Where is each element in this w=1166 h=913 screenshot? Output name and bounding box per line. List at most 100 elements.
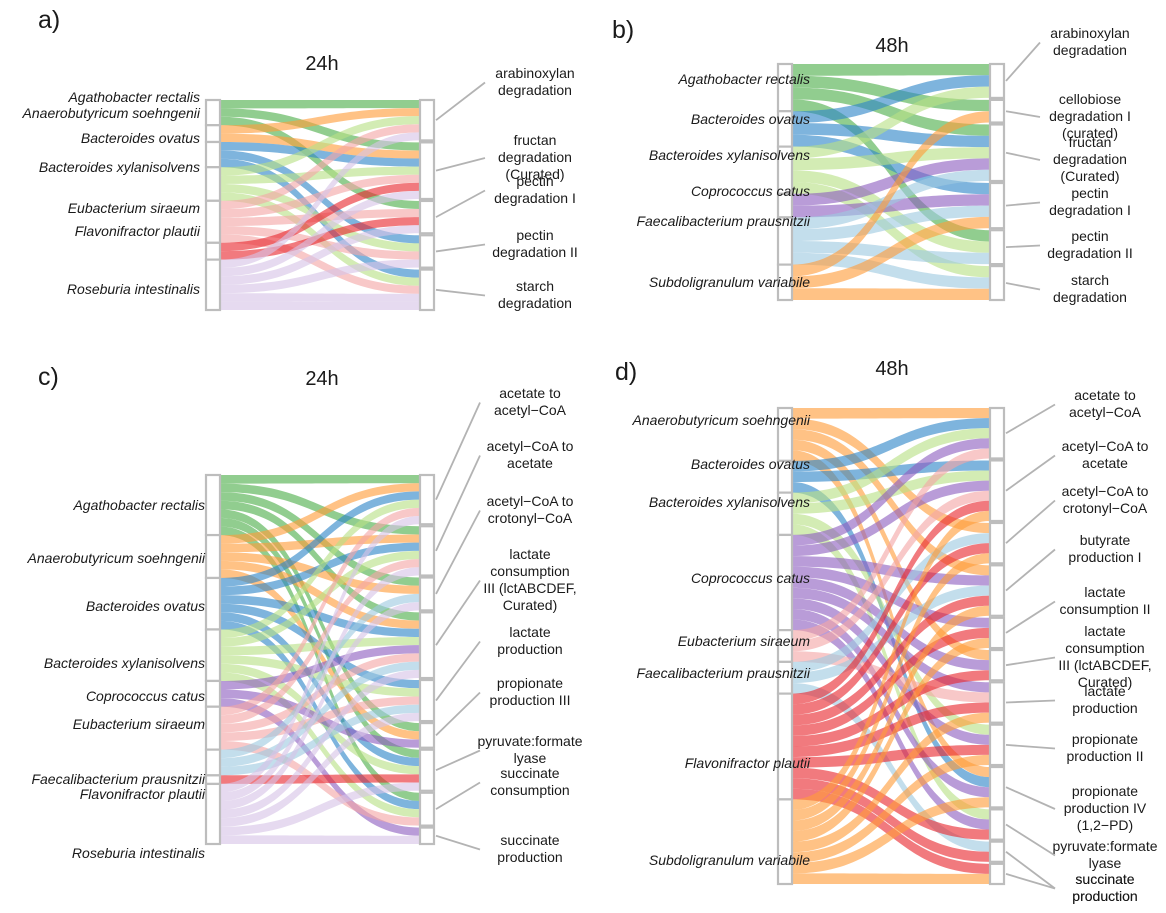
organism-node (204, 774, 222, 786)
panel-d: d) 48h Anaerobutyricum soehngenii Bacteroid… (615, 358, 1158, 904)
pathway-node (418, 748, 436, 792)
organism-label: Anaerobutyricum soehngenii (27, 550, 206, 566)
organism-node (204, 124, 222, 144)
flow-link (220, 225, 420, 285)
flow-link (220, 741, 420, 826)
flow-link (220, 116, 420, 176)
organism-label: Bacteroides ovatus (81, 130, 200, 146)
pathway-node (988, 406, 1006, 460)
flow-link (220, 124, 420, 210)
organism-label: Agathobacter rectalis (67, 89, 200, 105)
organism-label: Coprococcus catus (86, 688, 205, 704)
organism-node (204, 748, 222, 777)
leader-line (1005, 823, 1056, 857)
pathway-label: pyruvate:formate lyase (1052, 838, 1157, 871)
leader-line (435, 455, 481, 552)
leader-line (435, 81, 486, 121)
leader-line (1005, 851, 1056, 890)
flow-link (792, 754, 990, 863)
flow-link (220, 483, 420, 535)
flow-link (792, 744, 990, 768)
pathway-label: propionate production IV (1,2−PD) (1064, 783, 1147, 833)
flow-link (792, 194, 990, 218)
pathway-node (418, 576, 436, 612)
flow-link (220, 475, 420, 484)
flow-link (220, 516, 420, 793)
flow-link (792, 429, 990, 576)
pathway-node (988, 681, 1006, 724)
organism-node (204, 679, 222, 708)
flow-link (792, 408, 990, 419)
organism-label: Flavonifractor plautii (685, 755, 811, 771)
leader-line (1005, 499, 1056, 544)
flow-link (792, 873, 990, 884)
flows (792, 408, 990, 884)
organism-node (204, 533, 222, 580)
pathway-label: acetate to acetyl−CoA (494, 385, 567, 418)
flows (220, 100, 420, 310)
organism-node (204, 140, 222, 169)
flow-link (220, 259, 420, 294)
flow-link (792, 216, 990, 289)
pathway-label: fructan degradation (Curated) (498, 132, 572, 182)
pathway-label: propionate production III (490, 675, 571, 708)
pathway-label: starch degradation (498, 278, 572, 311)
pathway-label: acetyl−CoA to crotonyl−CoA (1062, 483, 1149, 516)
pathway-node (418, 611, 436, 680)
panel-a: a) 24h Agathobacter rectalisAnaerobutyricu… (22, 6, 578, 312)
flow-link (220, 782, 420, 836)
leader-line (1005, 656, 1056, 667)
flow-link (792, 75, 990, 123)
organism-node (776, 692, 794, 801)
pathway-label: lactate consumption III (lctABCDEF, Curated… (1058, 623, 1151, 690)
pathway-node (988, 181, 1006, 230)
leader-line (435, 579, 481, 646)
flow-link (220, 534, 420, 553)
flow-link (220, 653, 420, 733)
flow-link (220, 835, 420, 844)
organism-label: Coprococcus catus (691, 183, 810, 199)
pathway-label: lactate production (497, 624, 562, 657)
organism-label: Coprococcus catus (691, 570, 810, 586)
flow-link (220, 142, 420, 167)
flow-link (792, 637, 990, 842)
leader-line (435, 189, 486, 218)
pathway-label: propionate production II (1066, 731, 1143, 764)
flow-link (792, 510, 990, 810)
pathway-node (988, 265, 1006, 302)
leader-line (435, 834, 481, 851)
leader-line (435, 781, 481, 810)
pathway-label: succinate consumption (490, 765, 569, 798)
flow-link (792, 123, 990, 148)
flow-link (792, 605, 990, 832)
organism-label: Bacteroides xylanisolvens (39, 159, 200, 175)
flow-link (220, 500, 420, 621)
organism-label: Flavonifractor plautii (75, 223, 201, 239)
organism-label: Anaerobutyricum soehngenii (632, 412, 811, 428)
flow-link (220, 636, 420, 656)
leader-line (435, 157, 486, 172)
flow-link (792, 252, 990, 289)
organism-label: Roseburia intestinalis (67, 281, 200, 297)
leader-line (1005, 403, 1056, 434)
leader-line (435, 402, 481, 500)
flows (220, 475, 420, 844)
flow-link (220, 190, 420, 277)
flow-link (220, 293, 420, 302)
flow-link (792, 670, 990, 747)
flow-link (792, 205, 990, 241)
flow-link (792, 500, 990, 705)
organism-label: Subdoligranulum variabile (649, 852, 810, 868)
flow-link (792, 87, 990, 136)
organism-label: Agathobacter rectalis (677, 71, 810, 87)
leader-line (1005, 201, 1041, 207)
flow-link (792, 428, 990, 504)
pathway-node (418, 678, 436, 723)
organism-node (204, 98, 222, 127)
pathway-node (988, 648, 1006, 682)
organism-label: Bacteroides ovatus (691, 111, 810, 127)
flow-link (792, 778, 990, 862)
pathway-label: lactate production (1072, 683, 1137, 716)
pathway-node (988, 521, 1006, 565)
pathway-label: pectin degradation II (1047, 228, 1133, 261)
